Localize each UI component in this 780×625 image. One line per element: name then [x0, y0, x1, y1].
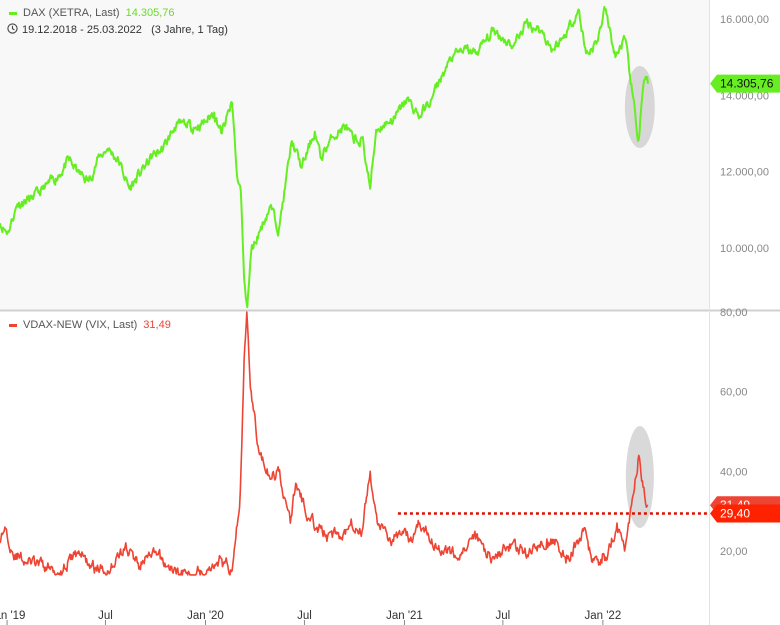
vdax-legend-name: VDAX-NEW (VIX, Last) — [23, 319, 138, 331]
dax-y-tick-label: 16.000,00 — [720, 14, 769, 26]
x-axis-label: Jan '21 — [386, 610, 423, 622]
dax-legend-value: 14.305,76 — [125, 7, 175, 19]
dax-y-tick-label: 12.000,00 — [720, 167, 769, 179]
dax-y-tick-label: 10.000,00 — [720, 243, 769, 255]
threshold-badge-shape — [710, 504, 780, 523]
dax-last-badge-text: 14.305,76 — [720, 77, 774, 91]
vdax-y-tick-label: 40,00 — [720, 466, 748, 478]
dax-legend-swatch — [9, 11, 17, 15]
dax-y-tick-label: 14.000,00 — [720, 90, 769, 102]
vdax-legend-swatch — [9, 323, 17, 327]
vdax-y-tick-label: 60,00 — [720, 387, 748, 399]
vdax-y-tick-label: 80,00 — [720, 307, 748, 319]
dax-last-badge-shape — [710, 74, 780, 93]
dax-panel-background — [0, 0, 710, 310]
x-axis-label: Jul — [297, 610, 312, 622]
vdax-legend-value: 31,49 — [143, 319, 171, 331]
dax-series-line — [0, 5, 649, 309]
dax-last-badge: 14.305,76 — [710, 74, 780, 93]
dax-legend: DAX (XETRA, Last) 14.305,76 — [9, 7, 175, 19]
x-axis-label: Jan '19 — [0, 610, 25, 622]
vdax-series-line — [0, 311, 649, 576]
vdax-highlight-oval — [625, 426, 654, 528]
period-label: 19.12.2018 - 25.03.2022 (3 Jahre, 1 Tag) — [7, 23, 228, 36]
threshold-badge: 29,40 — [710, 504, 780, 523]
x-axis-label: Jul — [98, 610, 113, 622]
threshold-badge-text: 29,40 — [720, 507, 750, 521]
vdax-panel-background — [0, 312, 710, 625]
x-axis-label: Jan '22 — [585, 610, 622, 622]
period-note: (3 Jahre, 1 Tag) — [151, 24, 228, 36]
clock-icon — [7, 23, 18, 34]
dax-legend-name: DAX (XETRA, Last) — [23, 7, 120, 19]
x-axis-label: Jul — [496, 610, 511, 622]
x-axis-label: Jan '20 — [187, 610, 224, 622]
period-range: 19.12.2018 - 25.03.2022 — [22, 24, 142, 36]
vdax-legend: VDAX-NEW (VIX, Last) 31,49 — [9, 319, 171, 331]
vdax-y-tick-label: 20,00 — [720, 546, 748, 558]
